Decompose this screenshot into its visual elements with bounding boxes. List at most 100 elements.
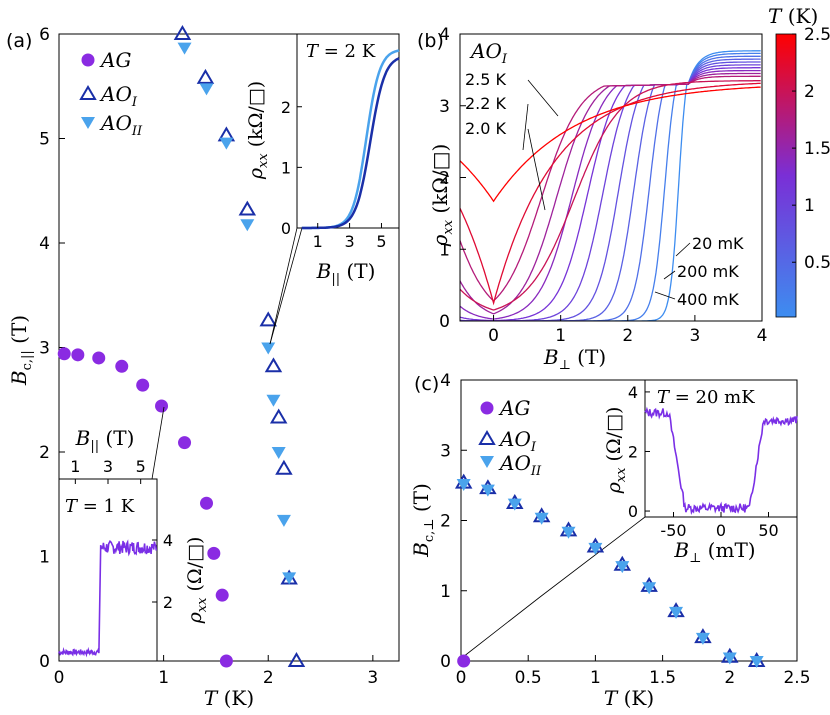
panel-a-point-ag	[136, 378, 150, 392]
panel-c-point-aoii	[642, 582, 657, 595]
panel-c-xtick-label: 2.5	[783, 668, 810, 688]
inset-c-xtick-label: 50	[758, 521, 778, 540]
panel-c-label: (c)	[414, 373, 439, 395]
panel-a-point-aoi	[238, 200, 257, 216]
panel-c-point-aoii	[534, 512, 549, 525]
panel-c: (c) 0 0.5 1 1.5 2 2.5 0 1 2 3 4 T (K) Bc,⊥ (T) AG …	[409, 371, 811, 710]
panel-b-ytick-label: 2	[439, 169, 450, 189]
panel-a-point-aoii	[282, 572, 297, 585]
panel-b-ytick-label: 4	[439, 25, 450, 45]
panel-a-ytick-label: 0	[39, 652, 50, 672]
colorbar: T (K) 0.5 1 1.5 2 2.5	[768, 4, 830, 318]
colorbar-title: T (K)	[768, 4, 818, 28]
inset-a-bottom-callout	[151, 406, 165, 480]
panel-b-xtick-label: 4	[757, 326, 768, 346]
panel-a-legend: AG AOI AOII	[79, 48, 143, 139]
legend-ao2-label: AOII	[99, 111, 143, 139]
panel-a-label: (a)	[6, 30, 32, 52]
legend-c-ao1-marker	[478, 430, 496, 445]
panel-a-point-aoii	[219, 137, 234, 150]
panel-a-point-ag	[57, 347, 71, 361]
panel-a-point-ag	[207, 546, 221, 560]
panel-a-xtick-label: 1	[158, 668, 169, 688]
inset-a-bottom: T = 1 K 1 3 5 2 4 B|| (T) ρxx (Ω/□)	[58, 426, 210, 662]
panel-a-point-aoii	[199, 83, 214, 96]
panel-c-point-aoii	[456, 478, 471, 491]
panel-b-xtick-label: 1	[555, 326, 566, 346]
panel-b-curve	[460, 75, 761, 302]
panel-c-xtick-label: 0	[456, 668, 467, 688]
panel-a-points	[57, 25, 306, 668]
panel-b-curve	[460, 52, 761, 321]
inset-a-top-ytick-label: 1	[281, 158, 291, 177]
inset-c-ytick-label: 2	[628, 442, 638, 461]
panel-a-point-aoi	[264, 357, 283, 373]
inset-a-bottom-xlabel: B|| (T)	[75, 426, 135, 454]
panel-a-ytick-label: 3	[39, 339, 50, 359]
panel-a-ytick-label: 1	[39, 548, 50, 568]
panel-a-point-aoi	[196, 68, 215, 84]
inset-a-top-callout-1	[269, 227, 298, 345]
panel-b-curve	[460, 58, 761, 321]
panel-c-xtick-label: 2	[724, 668, 735, 688]
panel-b: (b) 0 1 2 3 4 0 1 2 3 4 B⊥ (T) ρxx (kΩ/□) AOI 2.5…	[417, 4, 830, 373]
panel-a-point-ag	[219, 654, 233, 668]
panel-b-curve	[460, 82, 761, 306]
curve-label-20mk: 20 mK	[692, 234, 744, 253]
curve-label-2p0k-pointer	[527, 128, 546, 211]
colorbar-tick-label: 2.5	[804, 25, 830, 45]
panel-a-point-aoi	[269, 408, 288, 424]
legend-c-ao2-label: AOII	[498, 451, 542, 479]
panel-c-xtick-label: 1	[590, 668, 601, 688]
panel-a-point-aoi	[287, 652, 306, 667]
panel-c-point-aoii	[695, 632, 710, 645]
curve-label-400mk: 400 mK	[677, 290, 739, 309]
curve-label-400mk-pointer	[654, 291, 676, 300]
panel-b-label: (b)	[417, 30, 444, 52]
panel-c-ytick-label: 0	[440, 652, 451, 672]
panel-c-ytick-label: 4	[440, 371, 451, 391]
inset-a-top-xlabel: B|| (T)	[316, 259, 376, 287]
panel-a-ytick-label: 4	[39, 234, 50, 254]
inset-a-bottom-ylabel: ρxx (Ω/□)	[184, 537, 210, 625]
panel-a-ytick-label: 2	[39, 443, 50, 463]
curve-label-200mk-pointer	[663, 270, 676, 280]
panel-a-point-aoii	[177, 42, 192, 55]
panel-a-point-ag	[200, 496, 214, 510]
panel-c-point-ag	[457, 654, 471, 668]
panel-a-point-aoii	[240, 219, 255, 232]
legend-c-ag-label: AG	[498, 396, 530, 420]
inset-a-bottom-xtick-label: 5	[136, 457, 146, 476]
colorbar-tick-label: 2	[804, 82, 815, 102]
panel-b-ytick-label: 3	[439, 97, 450, 117]
panel-c-point-aoii	[561, 526, 576, 539]
panel-a-ticks: 0 1 2 3 0 1 2 3 4 5 6	[39, 25, 378, 688]
inset-a-top-ticks: 1 3 5 0 1 2	[281, 98, 387, 251]
inset-a-bottom-ytick-label: 2	[163, 593, 173, 612]
panel-b-ylabel: ρxx (kΩ/□)	[428, 144, 456, 248]
inset-a-bottom-title: T = 1 K	[65, 496, 135, 517]
inset-c-xtick-label: 0	[716, 521, 726, 540]
inset-c-ytick-label: 4	[628, 383, 638, 402]
panel-c-point-aoii	[615, 561, 630, 574]
panel-b-ticks: 0 1 2 3 4 0 1 2 3 4	[439, 25, 767, 346]
panel-b-xtick-label: 3	[689, 326, 700, 346]
panel-a-xtick-label: 3	[367, 668, 378, 688]
inset-a-bottom-xtick-label: 3	[103, 457, 113, 476]
curve-label-2p5k: 2.5 K	[465, 70, 507, 89]
legend-c-ag-marker	[480, 401, 494, 415]
panel-a-xlabel: T (K)	[204, 686, 254, 710]
panel-b-xtick-label: 0	[488, 326, 499, 346]
panel-b-curve	[460, 50, 761, 321]
inset-c-curve	[644, 406, 798, 515]
panel-c-point-aoii	[749, 656, 764, 668]
inset-c-ytick-label: 0	[628, 502, 638, 521]
colorbar-tick-label: 0.5	[804, 253, 830, 273]
panel-a-xtick-label: 2	[263, 668, 274, 688]
panel-c-xlabel: T (K)	[604, 686, 654, 710]
panel-c-ytick-label: 3	[440, 441, 451, 461]
panel-c-ticks: 0 0.5 1 1.5 2 2.5 0 1 2 3 4	[440, 371, 810, 688]
inset-a-bottom-curve	[58, 539, 158, 658]
curve-label-2p2k-pointer	[522, 103, 529, 151]
inset-a-top-xtick-label: 5	[376, 232, 386, 251]
